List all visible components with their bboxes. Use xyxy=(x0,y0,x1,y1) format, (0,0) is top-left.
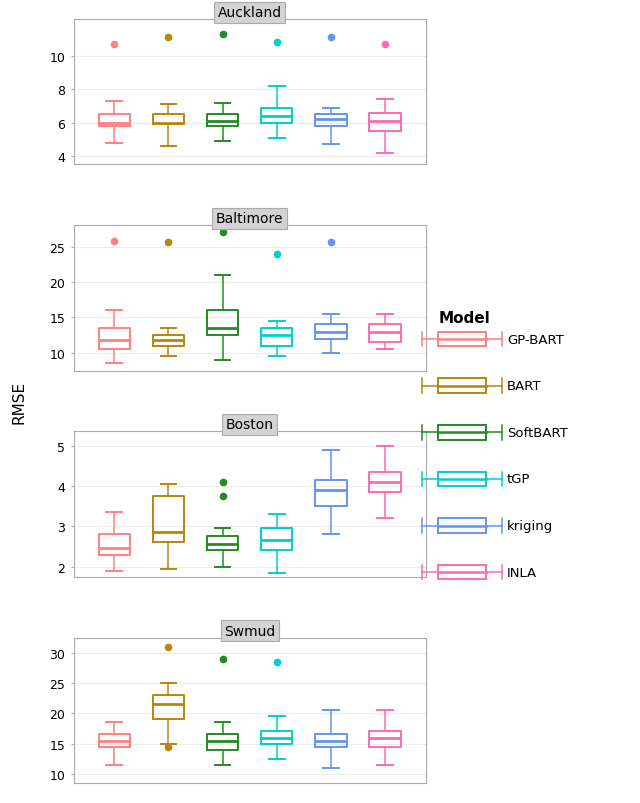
Text: kriging: kriging xyxy=(507,520,553,532)
Text: SoftBART: SoftBART xyxy=(507,426,568,439)
Text: Swmud: Swmud xyxy=(224,624,275,638)
Text: INLA: INLA xyxy=(507,566,537,579)
Text: RMSE: RMSE xyxy=(12,380,27,423)
Text: Model: Model xyxy=(438,310,490,325)
Text: BART: BART xyxy=(507,380,541,393)
Text: Auckland: Auckland xyxy=(218,6,282,20)
Text: Boston: Boston xyxy=(226,418,274,432)
Text: Baltimore: Baltimore xyxy=(216,212,284,226)
Text: tGP: tGP xyxy=(507,473,531,486)
Text: GP-BART: GP-BART xyxy=(507,333,564,346)
